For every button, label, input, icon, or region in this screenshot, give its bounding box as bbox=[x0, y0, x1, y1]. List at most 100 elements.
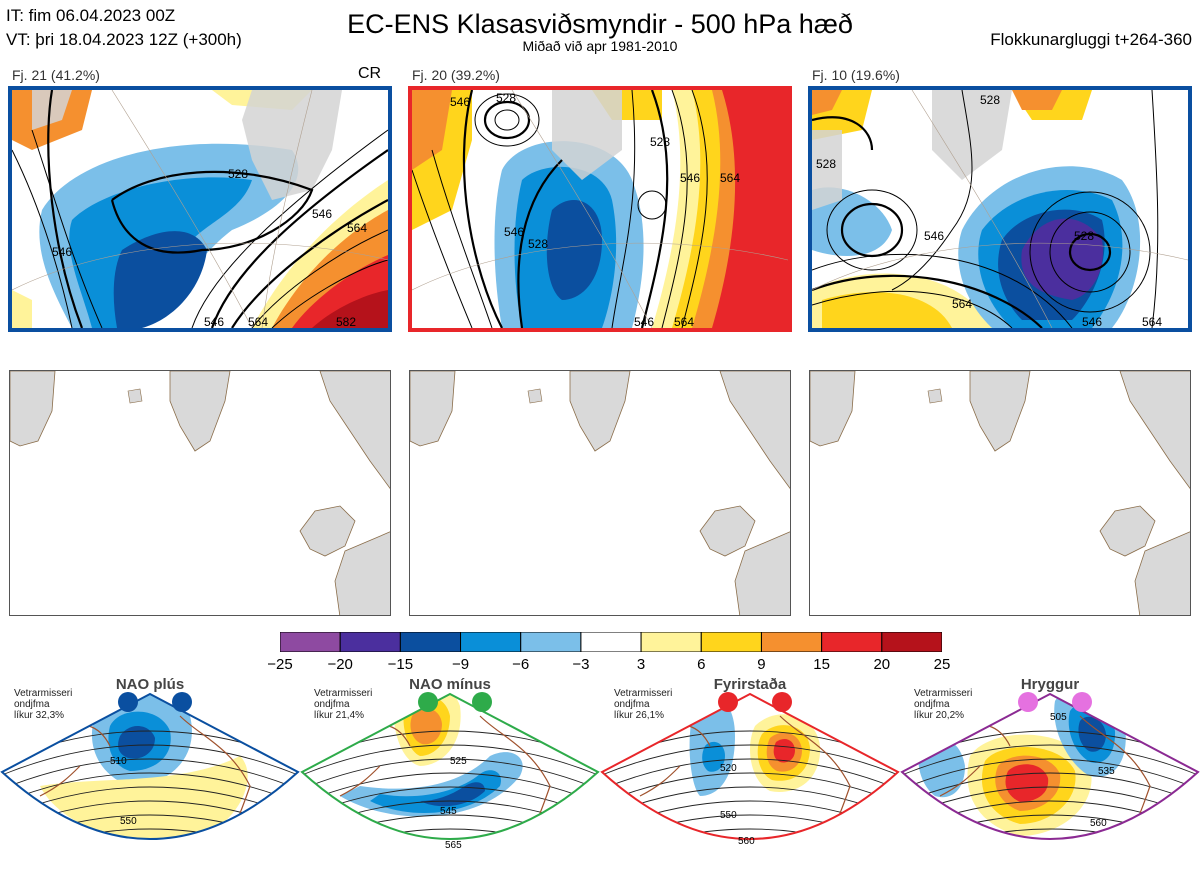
regime-anomaly-area bbox=[1078, 716, 1106, 752]
cluster-1-contour-label: 564 bbox=[248, 315, 268, 328]
regime-contour-line bbox=[2, 828, 298, 839]
cluster-3-contour-label: 528 bbox=[816, 157, 836, 171]
regime-title: NAO plús bbox=[115, 676, 185, 693]
colorbar-tick-label: −9 bbox=[451, 656, 470, 673]
regime-contour-line bbox=[900, 843, 1200, 871]
regime-probability-note: Vetrarmisseri ondjfma líkur 21,4% bbox=[314, 688, 373, 721]
empty-map-1 bbox=[9, 370, 391, 616]
regime-contour-line bbox=[0, 857, 300, 871]
regime-contour-line bbox=[302, 744, 598, 781]
regime-frame bbox=[0, 692, 300, 840]
regime-panel: 505 535 560 Hryggur Vetrarmisseri ondjfma lí… bbox=[900, 676, 1200, 871]
regime-center-dot bbox=[472, 692, 492, 712]
cluster-1-contour-label: 528 bbox=[228, 167, 248, 181]
colorbar-swatch bbox=[580, 631, 642, 653]
regime-center-dot bbox=[718, 692, 738, 712]
cluster-2-contour-label: 546 bbox=[680, 171, 700, 185]
regime-center-dot bbox=[118, 692, 138, 712]
cluster-2-contour-label: 528 bbox=[528, 237, 548, 251]
regime-contour-label: 535 bbox=[1098, 766, 1115, 777]
regime-probability-note: Vetrarmisseri ondjfma líkur 20,2% bbox=[914, 688, 973, 721]
colorbar-swatch bbox=[399, 631, 462, 653]
cluster-2-contour-label: 546 bbox=[450, 95, 470, 109]
regime-anomaly-area bbox=[702, 741, 725, 772]
regime-panel: 520 550 560 Fyrirstaða Vetrarmisseri ondjfma… bbox=[600, 676, 900, 871]
colorbar-tick-label: −20 bbox=[327, 656, 353, 673]
regime-frame bbox=[600, 692, 900, 840]
regime-contour-label: 565 bbox=[445, 840, 462, 851]
regime-title: Fyrirstaða bbox=[713, 676, 787, 693]
empty-map-3 bbox=[809, 370, 1191, 616]
regime-anomaly-area bbox=[420, 782, 485, 807]
regime-center-dot bbox=[1018, 692, 1038, 712]
cluster-1-contour-label: 546 bbox=[204, 315, 224, 328]
regime-anomaly-area bbox=[1010, 858, 1045, 869]
cluster-3-map: 528 528 546 564 528 546 564 bbox=[808, 86, 1192, 332]
colorbar-swatch bbox=[881, 631, 943, 653]
cluster-2-map: 546 528 528 546 564 546 528 546 564 bbox=[408, 86, 792, 332]
regime-contour-label: 560 bbox=[738, 836, 755, 847]
cluster-2-contour-label: 546 bbox=[504, 225, 524, 239]
cluster-3-contour-label: 528 bbox=[980, 93, 1000, 107]
regime-title: Hryggur bbox=[1020, 676, 1080, 693]
regime-contour-line bbox=[900, 857, 1200, 871]
regime-contour-line bbox=[602, 744, 898, 781]
empty-map-2 bbox=[409, 370, 791, 616]
cluster-1-label: Fj. 21 (41.2%) bbox=[12, 67, 100, 83]
colorbar-swatch bbox=[460, 631, 522, 653]
colorbar-tick-label: −25 bbox=[267, 656, 293, 673]
colorbar-tick-label: −15 bbox=[387, 656, 414, 673]
colorbar-swatch bbox=[760, 631, 823, 653]
cluster-3-contour-label: 546 bbox=[924, 229, 944, 243]
regime-contour-line bbox=[2, 758, 298, 795]
regime-panel: 510 550 NAO plús Vetrarmisseri ondjfma líku… bbox=[0, 676, 300, 871]
colorbar bbox=[279, 631, 943, 653]
regime-anomaly-area bbox=[40, 756, 248, 839]
cluster-3-contour-label: 528 bbox=[1074, 229, 1094, 243]
cluster-1-tag: CR bbox=[358, 65, 382, 82]
colorbar-swatch bbox=[640, 631, 702, 653]
regime-center-dot bbox=[172, 692, 192, 712]
regime-probability-note: Vetrarmisseri ondjfma líkur 26,1% bbox=[614, 688, 673, 721]
colorbar-swatch bbox=[520, 631, 582, 653]
regime-contour-line bbox=[302, 828, 598, 839]
regime-center-dot bbox=[1072, 692, 1092, 712]
colorbar-swatch bbox=[279, 631, 341, 653]
regime-center-dot bbox=[418, 692, 438, 712]
regime-contour-line bbox=[902, 758, 1198, 795]
cluster-1-contour-label: 546 bbox=[52, 245, 72, 259]
cluster-2-contour-label: 528 bbox=[650, 135, 670, 149]
regime-contour-line bbox=[602, 828, 898, 839]
colorbar-tick-label: 9 bbox=[757, 656, 766, 673]
regime-contour-line bbox=[2, 744, 298, 781]
regime-contour-line bbox=[302, 758, 598, 795]
classification-window: Flokkunargluggi t+264-360 bbox=[990, 30, 1192, 49]
colorbar-swatch bbox=[700, 631, 762, 653]
regime-contour-label: 560 bbox=[1090, 818, 1107, 829]
regime-contour-label: 545 bbox=[440, 806, 457, 817]
regime-panel: 525 545 565 NAO mínus Vetrarmisseri ondjfma … bbox=[300, 676, 600, 871]
cluster-3-contour-label: 564 bbox=[1142, 315, 1162, 328]
regime-contour-line bbox=[300, 857, 600, 871]
regime-contour-label: 525 bbox=[450, 756, 467, 767]
colorbar-tick-label: 25 bbox=[933, 656, 951, 673]
regime-contour-label: 505 bbox=[1050, 712, 1067, 723]
regime-contour-line bbox=[902, 744, 1198, 781]
cluster-1-map: 528 546 564 546 546 564 582 bbox=[8, 86, 392, 332]
regime-contour-line bbox=[2, 772, 298, 809]
cluster-2-contour-label: 528 bbox=[496, 91, 516, 105]
cluster-1-contour-label: 564 bbox=[347, 221, 367, 235]
regime-frame bbox=[900, 692, 1200, 840]
page-subtitle: Miðað við apr 1981-2010 bbox=[522, 38, 678, 54]
cluster-2-contour-label: 564 bbox=[674, 315, 694, 328]
cluster-3-contour-label: 564 bbox=[952, 297, 972, 311]
regime-center-dot bbox=[772, 692, 792, 712]
regime-frame bbox=[300, 692, 600, 840]
regime-contour-line bbox=[600, 843, 900, 871]
regime-contour-line bbox=[302, 772, 598, 809]
regime-contour-label: 520 bbox=[720, 763, 737, 774]
cluster-1-contour-label: 546 bbox=[312, 207, 332, 221]
colorbar-swatch bbox=[821, 631, 883, 653]
colorbar-swatch bbox=[339, 631, 401, 653]
regime-contour-label: 510 bbox=[110, 756, 127, 767]
